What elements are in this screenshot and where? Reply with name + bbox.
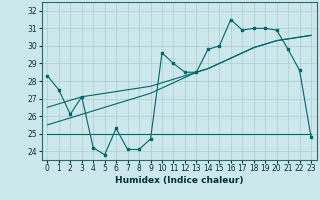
X-axis label: Humidex (Indice chaleur): Humidex (Indice chaleur): [115, 176, 244, 185]
